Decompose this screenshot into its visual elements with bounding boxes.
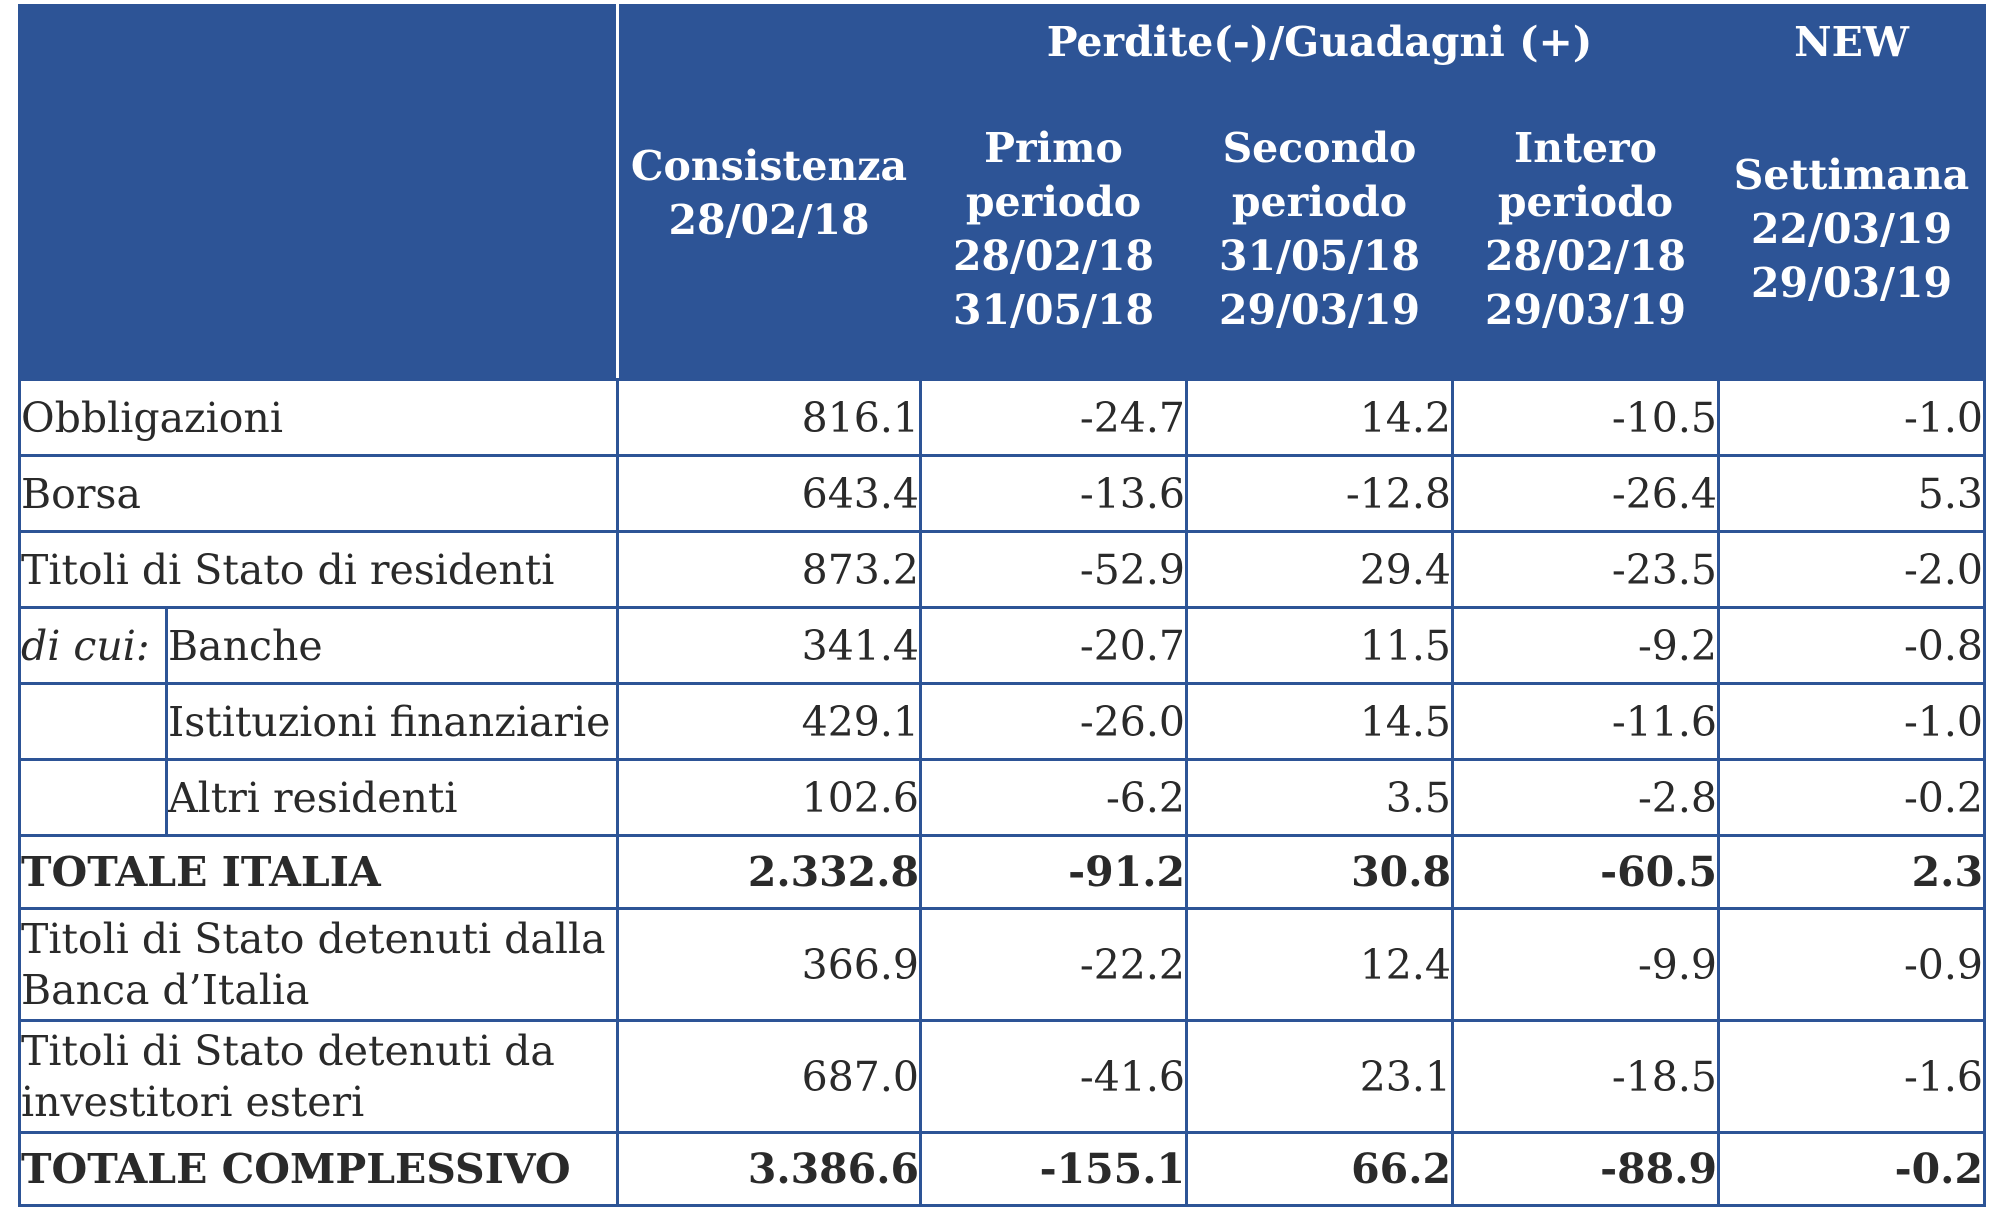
header-consistenza: Consistenza 28/02/18 bbox=[616, 4, 922, 381]
cell-primo: -41.6 bbox=[919, 1019, 1188, 1134]
table-row-banche: di cui: Banche 341.4 -20.7 11.5 -9.2 -0.… bbox=[18, 606, 1986, 685]
cell-consistenza: 366.9 bbox=[616, 907, 922, 1022]
cell-consistenza: 873.2 bbox=[616, 530, 922, 609]
cell-consistenza: 687.0 bbox=[616, 1019, 922, 1134]
cell-primo: -13.6 bbox=[919, 454, 1188, 533]
table-row-obbligazioni: Obbligazioni 816.1 -24.7 14.2 -10.5 -1.0 bbox=[18, 378, 1986, 457]
empty-cell bbox=[18, 758, 168, 837]
cell-intero: -18.5 bbox=[1451, 1019, 1720, 1134]
header-settimana: Settimana 22/03/19 29/03/19 bbox=[1717, 76, 1986, 381]
cell-intero: -88.9 bbox=[1451, 1131, 1720, 1207]
cell-intero: -11.6 bbox=[1451, 682, 1720, 761]
cell-secondo: -12.8 bbox=[1185, 454, 1454, 533]
table-row-titoli-residenti: Titoli di Stato di residenti 873.2 -52.9… bbox=[18, 530, 1986, 609]
cell-secondo: 11.5 bbox=[1185, 606, 1454, 685]
table-row-altri: Altri residenti 102.6 -6.2 3.5 -2.8 -0.2 bbox=[18, 758, 1986, 837]
cell-settimana: -0.2 bbox=[1717, 1131, 1986, 1207]
header-new: NEW bbox=[1717, 4, 1986, 79]
cell-primo: -6.2 bbox=[919, 758, 1188, 837]
cell-primo: -91.2 bbox=[919, 834, 1188, 910]
cell-intero: -9.2 bbox=[1451, 606, 1720, 685]
cell-primo: -26.0 bbox=[919, 682, 1188, 761]
cell-secondo: 3.5 bbox=[1185, 758, 1454, 837]
cell-secondo: 66.2 bbox=[1185, 1131, 1454, 1207]
cell-consistenza: 643.4 bbox=[616, 454, 922, 533]
row-label: TOTALE COMPLESSIVO bbox=[18, 1131, 619, 1207]
header-primo-periodo: Primo periodo 28/02/18 31/05/18 bbox=[919, 76, 1188, 381]
cell-consistenza: 3.386.6 bbox=[616, 1131, 922, 1207]
cell-consistenza: 2.332.8 bbox=[616, 834, 922, 910]
cell-secondo: 14.2 bbox=[1185, 378, 1454, 457]
row-label: Titoli di Stato detenuti da investitori … bbox=[18, 1019, 619, 1134]
cell-consistenza: 102.6 bbox=[616, 758, 922, 837]
table-row-istituzioni: Istituzioni finanziarie 429.1 -26.0 14.5… bbox=[18, 682, 1986, 761]
cell-secondo: 30.8 bbox=[1185, 834, 1454, 910]
table-row-banca-italia: Titoli di Stato detenuti dalla Banca d’I… bbox=[18, 907, 1986, 1022]
cell-primo: -52.9 bbox=[919, 530, 1188, 609]
di-cui-label: di cui: bbox=[18, 606, 168, 685]
cell-consistenza: 429.1 bbox=[616, 682, 922, 761]
table-row-totale-complessivo: TOTALE COMPLESSIVO 3.386.6 -155.1 66.2 -… bbox=[18, 1131, 1986, 1207]
cell-primo: -155.1 bbox=[919, 1131, 1188, 1207]
cell-primo: -24.7 bbox=[919, 378, 1188, 457]
cell-secondo: 12.4 bbox=[1185, 907, 1454, 1022]
cell-settimana: -0.9 bbox=[1717, 907, 1986, 1022]
row-label: Banche bbox=[165, 606, 619, 685]
losses-gains-table: Consistenza 28/02/18 Perdite(-)/Guadagni… bbox=[18, 4, 1986, 1207]
cell-intero: -2.8 bbox=[1451, 758, 1720, 837]
cell-settimana: -0.2 bbox=[1717, 758, 1986, 837]
table-row-esteri: Titoli di Stato detenuti da investitori … bbox=[18, 1019, 1986, 1134]
row-label: Borsa bbox=[18, 454, 619, 533]
cell-settimana: 2.3 bbox=[1717, 834, 1986, 910]
empty-cell bbox=[18, 682, 168, 761]
header-group-perdite-guadagni: Perdite(-)/Guadagni (+) bbox=[919, 4, 1720, 79]
cell-settimana: -2.0 bbox=[1717, 530, 1986, 609]
cell-consistenza: 816.1 bbox=[616, 378, 922, 457]
cell-settimana: -1.0 bbox=[1717, 682, 1986, 761]
row-label: Istituzioni finanziarie bbox=[165, 682, 619, 761]
cell-intero: -10.5 bbox=[1451, 378, 1720, 457]
cell-primo: -20.7 bbox=[919, 606, 1188, 685]
header-intero-periodo: Intero periodo 28/02/18 29/03/19 bbox=[1451, 76, 1720, 381]
cell-settimana: -0.8 bbox=[1717, 606, 1986, 685]
row-label: Altri residenti bbox=[165, 758, 619, 837]
cell-intero: -26.4 bbox=[1451, 454, 1720, 533]
row-label: Titoli di Stato detenuti dalla Banca d’I… bbox=[18, 907, 619, 1022]
cell-primo: -22.2 bbox=[919, 907, 1188, 1022]
table-row-borsa: Borsa 643.4 -13.6 -12.8 -26.4 5.3 bbox=[18, 454, 1986, 533]
cell-settimana: -1.0 bbox=[1717, 378, 1986, 457]
cell-settimana: -1.6 bbox=[1717, 1019, 1986, 1134]
cell-consistenza: 341.4 bbox=[616, 606, 922, 685]
row-label: TOTALE ITALIA bbox=[18, 834, 619, 910]
cell-secondo: 14.5 bbox=[1185, 682, 1454, 761]
cell-intero: -23.5 bbox=[1451, 530, 1720, 609]
row-label: Obbligazioni bbox=[18, 378, 619, 457]
cell-secondo: 23.1 bbox=[1185, 1019, 1454, 1134]
cell-intero: -9.9 bbox=[1451, 907, 1720, 1022]
cell-secondo: 29.4 bbox=[1185, 530, 1454, 609]
cell-intero: -60.5 bbox=[1451, 834, 1720, 910]
table-row-totale-italia: TOTALE ITALIA 2.332.8 -91.2 30.8 -60.5 2… bbox=[18, 834, 1986, 910]
cell-settimana: 5.3 bbox=[1717, 454, 1986, 533]
row-label: Titoli di Stato di residenti bbox=[18, 530, 619, 609]
header-secondo-periodo: Secondo periodo 31/05/18 29/03/19 bbox=[1185, 76, 1454, 381]
header-corner bbox=[18, 4, 619, 381]
